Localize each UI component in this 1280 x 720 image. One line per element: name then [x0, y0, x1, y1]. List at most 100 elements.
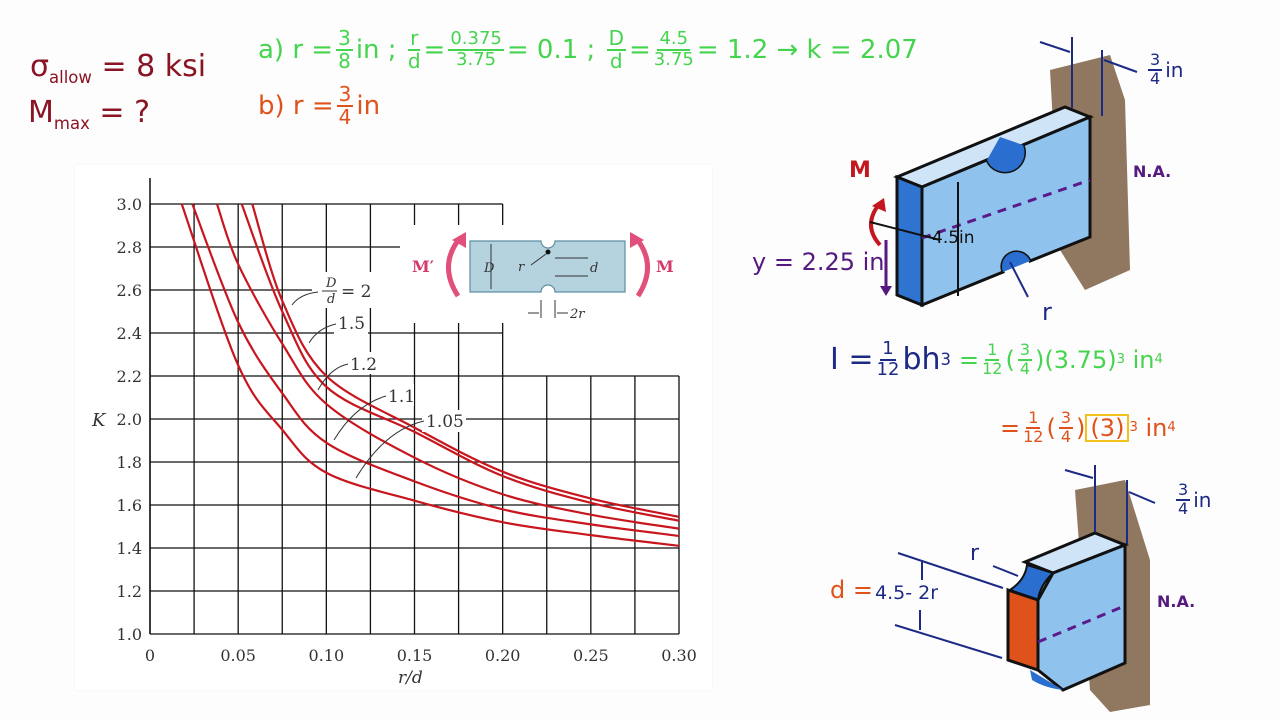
- arrowhead-icon: [630, 232, 644, 248]
- frac-den: 3.75: [653, 49, 694, 70]
- frac-num: 1: [1026, 408, 1041, 429]
- equals: =: [1000, 413, 1021, 442]
- y-tick-label: 1.0: [117, 625, 142, 644]
- frac-num: 4.5: [657, 28, 691, 51]
- inertia-substitution: = 1 12 (3 4) (3.75) 3 in 4: [959, 340, 1163, 378]
- exponent: 3: [940, 349, 952, 369]
- curve-D-over-d-1.1: [191, 203, 680, 538]
- y-tick-label: 2.2: [117, 367, 142, 386]
- max-moment-question: Mmax = ?: [28, 98, 150, 133]
- equals: =: [628, 35, 651, 65]
- frac-num: D: [606, 26, 626, 51]
- inertia-substitution-b: = 1 12 (3 4) (3) 3 in 4: [1000, 408, 1176, 446]
- h-value: 3: [1099, 413, 1116, 442]
- m-symbol: M: [28, 95, 54, 130]
- arrowhead-icon: [452, 232, 466, 248]
- curve-D-over-d-2: [251, 203, 680, 518]
- y-tick-label: 2.4: [117, 324, 142, 343]
- sigma-symbol: σ: [30, 49, 50, 84]
- series-label-1.2: 1.2: [350, 355, 377, 375]
- leader-1.05: [355, 420, 425, 479]
- inset-d: d: [590, 261, 598, 276]
- x-axis-label: r/d: [398, 668, 423, 688]
- frac-den: d: [609, 49, 623, 73]
- curve-D-over-d-1.5: [240, 203, 680, 522]
- leader-1.5: [308, 323, 337, 344]
- moment-label: M: [849, 158, 871, 183]
- notch-bottom: [1030, 670, 1063, 690]
- frac-den: 3.75: [456, 49, 497, 70]
- moment-arrow-left: [446, 236, 462, 298]
- series-label-d: d: [327, 292, 335, 307]
- frac-den: 12: [982, 358, 1003, 378]
- y-axis-label: K: [91, 410, 107, 431]
- neutral-axis-label: N.A.: [1157, 592, 1196, 611]
- notch-center: [545, 249, 551, 255]
- frac-num: 3: [336, 26, 353, 51]
- frac-num: 0.375: [448, 28, 504, 51]
- part-a-r-eq: r =: [292, 35, 334, 65]
- part-b-r-eq: r =: [292, 91, 334, 121]
- inset-diagram: M′ M D r d 2r: [400, 225, 690, 323]
- thickness-arrow: [1064, 469, 1094, 479]
- inset-D: D: [483, 261, 495, 276]
- y-tick-label: 1.6: [117, 496, 142, 515]
- leader-1.1: [333, 395, 387, 441]
- y-tick-label: 2.8: [117, 238, 142, 257]
- label-bg: [346, 352, 378, 374]
- y-distance-label: y = 2.25 in: [752, 248, 885, 276]
- unit-exponent: 4: [1154, 352, 1163, 368]
- series-label-1.1: 1.1: [388, 387, 415, 407]
- frac-den: 8: [338, 49, 351, 73]
- thickness-arrow: [1128, 491, 1156, 504]
- thickness-arrow: [1039, 41, 1071, 53]
- radius-arrow: [1009, 261, 1029, 298]
- m-value: = ?: [99, 95, 150, 130]
- frac-den: 4: [1178, 498, 1189, 518]
- label-bg: [422, 410, 466, 432]
- r-over-d-result: = 0.1: [506, 35, 579, 65]
- radius-arrow: [992, 565, 1019, 577]
- notch-top: [987, 137, 1025, 172]
- x-tick-label: 0.25: [573, 646, 609, 665]
- part-a-r-unit: in: [355, 35, 380, 65]
- frac-den: 4: [338, 105, 352, 129]
- one-twelfth: 1 12: [982, 341, 1003, 378]
- series-label-1.05: 1.05: [426, 412, 464, 432]
- frac-num: 3: [1058, 408, 1074, 429]
- separator: ;: [387, 35, 397, 65]
- sigma-value: = 8 ksi: [101, 49, 207, 84]
- arrowhead-icon: [872, 198, 886, 212]
- frac-num: r: [408, 26, 421, 51]
- frac-den: d: [407, 49, 421, 73]
- series-label-2: = 2: [341, 282, 371, 302]
- label-leaders: [291, 291, 425, 479]
- frac-den: 4: [1019, 358, 1031, 378]
- curve-D-over-d-1.05: [180, 203, 680, 547]
- thickness-unit: in: [1193, 487, 1212, 512]
- inertia-lhs: I =: [830, 341, 874, 377]
- frac-num: 3: [1148, 50, 1163, 71]
- inset-moment-right: M: [656, 257, 674, 276]
- d-expression: 4.5- 2r: [875, 582, 939, 604]
- separator: ;: [586, 35, 596, 65]
- exponent: 3: [1129, 420, 1138, 436]
- unit: in: [1145, 413, 1168, 442]
- specimen-bar: [469, 240, 626, 293]
- neutral-axis: [921, 178, 1091, 240]
- curve-D-over-d-1.2: [215, 203, 680, 530]
- thickness-arrow: [1103, 59, 1138, 73]
- y-leader: [869, 221, 941, 241]
- x-tick-label: 0.10: [309, 646, 345, 665]
- frac-num: 1: [880, 338, 896, 361]
- frac-num: 3: [1176, 480, 1191, 501]
